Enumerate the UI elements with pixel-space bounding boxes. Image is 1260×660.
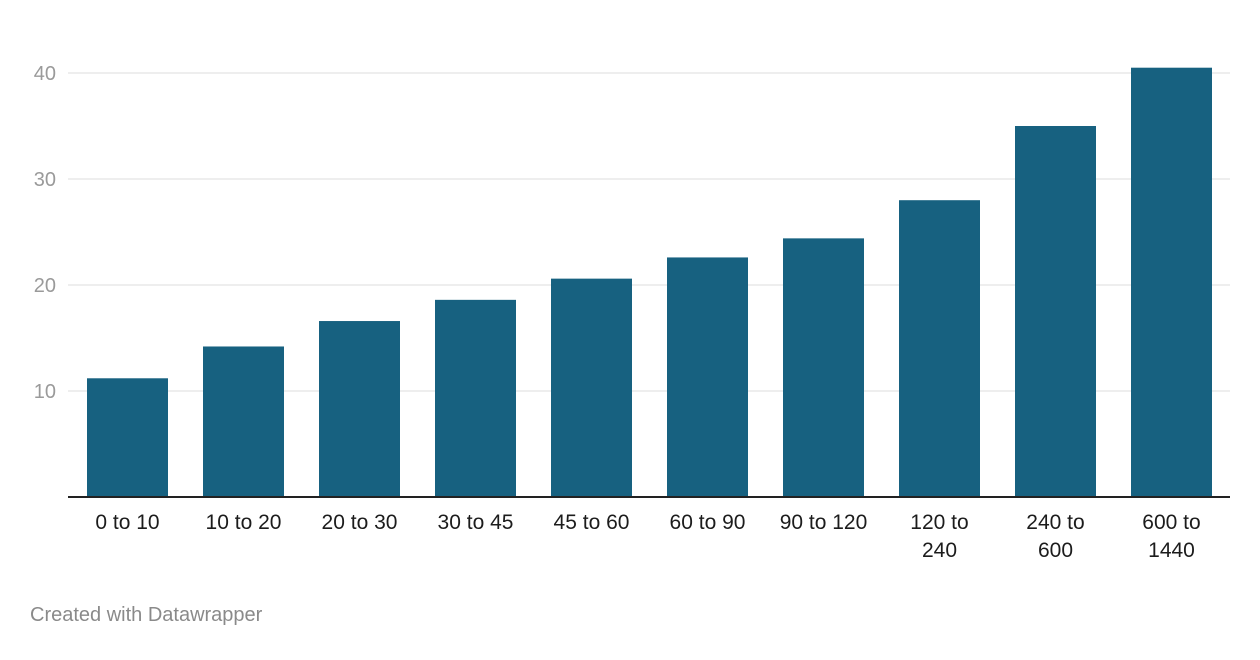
x-tick-label-5: 60 to 90 bbox=[670, 511, 746, 534]
bar-1 bbox=[203, 346, 284, 497]
x-tick-label-4: 45 to 60 bbox=[554, 511, 630, 534]
x-tick-label-6: 90 to 120 bbox=[780, 511, 868, 534]
y-tick-label-10: 10 bbox=[34, 381, 56, 403]
bar-4 bbox=[551, 278, 632, 497]
bar-3 bbox=[435, 299, 516, 497]
bars bbox=[87, 67, 1212, 498]
x-tick-label-8: 240 to 600 bbox=[1026, 511, 1084, 562]
x-tick-label-0: 0 to 10 bbox=[95, 511, 159, 534]
x-tick-label-7: 120 to 240 bbox=[910, 511, 968, 562]
bar-9 bbox=[1131, 67, 1212, 497]
bar-7 bbox=[899, 200, 980, 497]
x-axis-tick-labels: 0 to 10 10 to 20 20 to 30 30 to 45 45 to 60 6… bbox=[95, 511, 1200, 562]
y-tick-label-30: 30 bbox=[34, 169, 56, 191]
y-tick-label-20: 20 bbox=[34, 275, 56, 297]
x-tick-label-9: 600 to 1440 bbox=[1142, 511, 1200, 562]
y-axis-tick-labels: 10 20 30 40 bbox=[34, 63, 56, 403]
bar-2 bbox=[319, 321, 400, 497]
bar-8 bbox=[1015, 126, 1096, 497]
bar-0 bbox=[87, 378, 168, 497]
bar-6 bbox=[783, 238, 864, 498]
x-tick-label-3: 30 to 45 bbox=[438, 511, 514, 534]
x-tick-label-1: 10 to 20 bbox=[206, 511, 282, 534]
datawrapper-credit: Created with Datawrapper bbox=[30, 604, 263, 626]
bar-5 bbox=[667, 257, 748, 497]
y-tick-label-40: 40 bbox=[34, 63, 56, 85]
x-tick-label-2: 20 to 30 bbox=[322, 511, 398, 534]
